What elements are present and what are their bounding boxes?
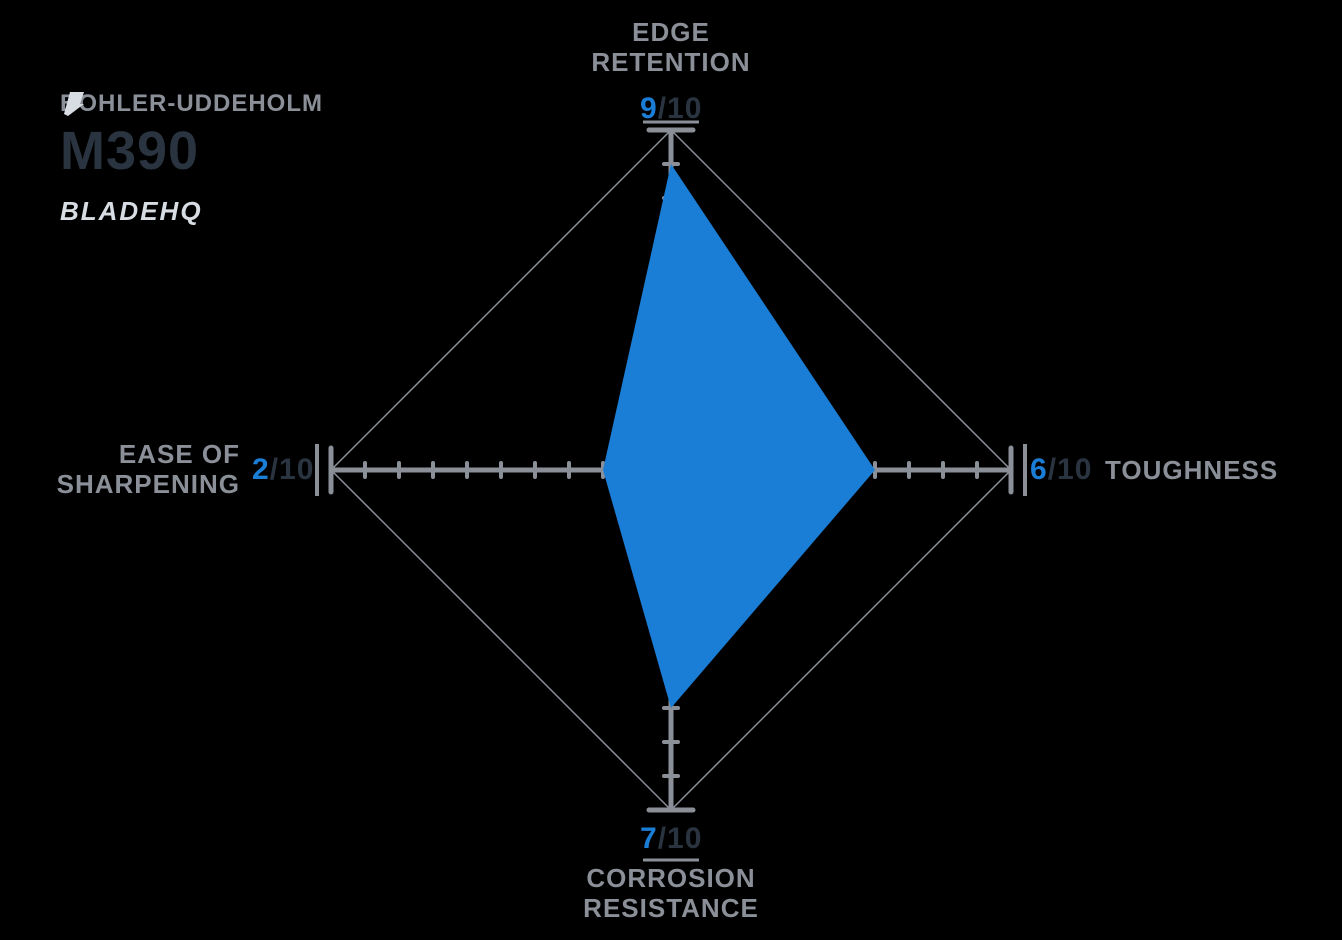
score-toughness: 6/10 xyxy=(1030,453,1092,487)
score-ease-of-sharpening: 2/10 xyxy=(252,453,314,487)
axis-label-corrosion-resistance: CORROSIONRESISTANCE xyxy=(561,864,781,924)
score-corrosion-resistance: 7/10 xyxy=(640,822,702,856)
score-edge-retention: 9/10 xyxy=(640,92,702,126)
axis-label-ease-of-sharpening: EASE OFSHARPENING xyxy=(20,440,240,500)
radar-fill xyxy=(603,164,875,708)
axis-label-toughness: TOUGHNESS xyxy=(1105,456,1325,486)
axis-label-edge-retention: EDGERETENTION xyxy=(571,18,771,78)
